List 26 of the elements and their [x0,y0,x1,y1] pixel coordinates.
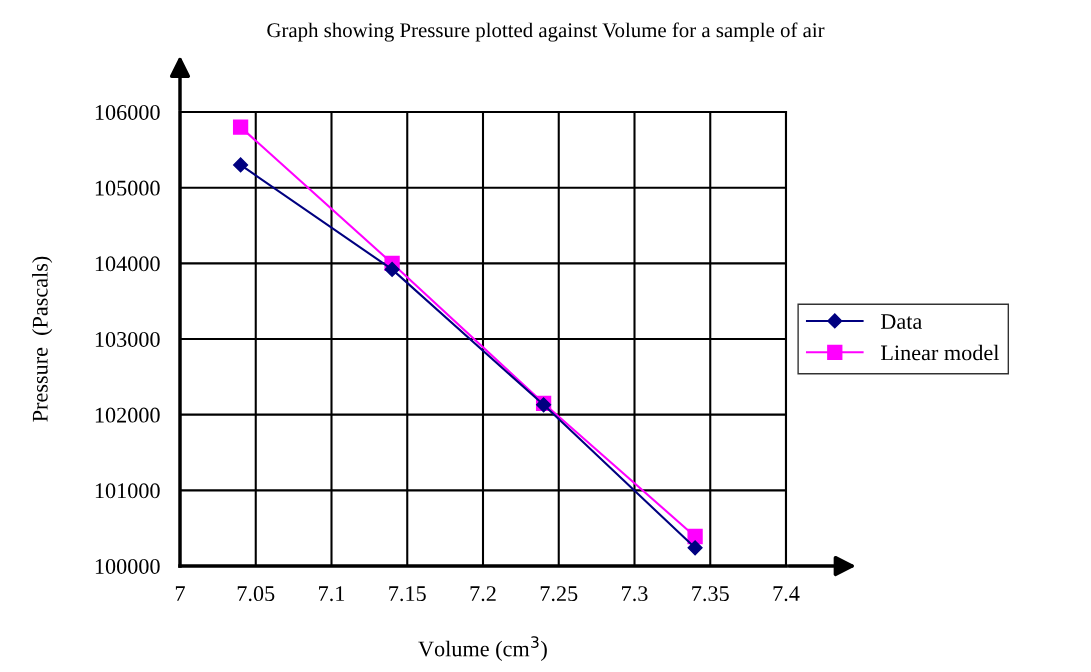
x-tick-label: 7.2 [470,586,496,602]
x-tick-label: 7.15 [389,586,426,602]
y-tick-label: 102000 [95,407,160,423]
y-tick-label: 105000 [95,180,160,196]
x-tick-label: 7.35 [692,586,729,602]
x-tick-label: 7.25 [540,586,578,602]
y-tick-label: 106000 [95,104,160,120]
chart-title: Graph showing Pressure plotted against Volume for a sample of air [267,22,825,42]
x-tick-label: 7.1 [319,586,345,602]
x-tick-label: 7 [175,586,185,601]
y-axis-title: Pressure (Pascals) [32,256,53,422]
y-tick-label: 101000 [95,483,160,499]
point [687,528,703,545]
legend-label: Data [880,314,922,329]
x-tick-label: 7.05 [237,586,275,602]
y-tick-label: 103000 [95,331,160,347]
point [384,261,400,277]
point [687,540,703,556]
y-tick-label: 100000 [95,558,160,574]
legend-label: Linear model [880,344,999,361]
x-axis-title: Volume (cm$^{3}$) [418,636,547,661]
point [232,119,249,135]
point [233,157,249,173]
x-tick-label: 7.4 [773,586,800,602]
y-tick-label: 104000 [95,256,160,272]
x-tick-label: 7.3 [622,586,648,602]
